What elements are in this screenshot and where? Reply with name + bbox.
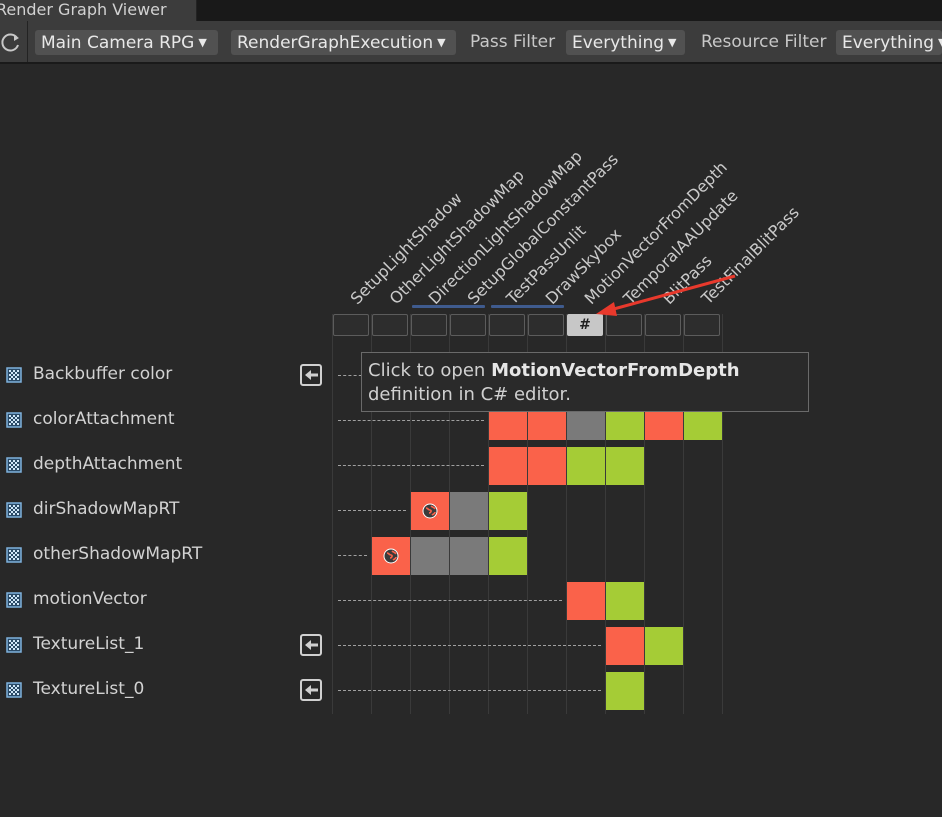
camera-dropdown-value: Main Camera RPG <box>41 33 195 53</box>
lifetime-dashline <box>338 420 484 421</box>
pass-tooltip: Click to open MotionVectorFromDepth defi… <box>361 352 809 412</box>
pass-group-bar <box>412 305 485 308</box>
texture-icon <box>6 547 22 563</box>
resource-label[interactable]: depthAttachment <box>33 454 183 474</box>
import-icon <box>300 679 322 701</box>
pass-box[interactable] <box>606 314 642 336</box>
toolbar: Main Camera RPG ▼ RenderGraphExecution ▼ P… <box>0 21 942 64</box>
pass-box[interactable] <box>333 314 369 336</box>
pass-group-bar <box>491 305 564 308</box>
usage-cell-read[interactable] <box>489 537 527 575</box>
usage-cell-read[interactable] <box>606 447 644 485</box>
resource-filter-dropdown[interactable]: Everything▼ <box>836 30 942 55</box>
import-icon <box>300 364 322 386</box>
usage-cell-write[interactable] <box>489 447 527 485</box>
lifetime-dashline <box>338 600 562 601</box>
pass-box[interactable] <box>645 314 681 336</box>
column-gridline <box>371 314 372 714</box>
window-tab[interactable]: Render Graph Viewer <box>0 0 197 21</box>
global-resource-icon <box>422 503 438 519</box>
resource-label[interactable]: TextureList_1 <box>33 634 145 654</box>
column-gridline <box>722 314 723 714</box>
usage-cell-unused[interactable] <box>411 537 449 575</box>
camera-dropdown[interactable]: Main Camera RPG ▼ <box>35 30 218 55</box>
lifetime-dashline <box>338 645 601 646</box>
usage-cell-write[interactable] <box>528 447 566 485</box>
texture-icon <box>6 367 22 383</box>
window-title: Render Graph Viewer <box>0 0 167 19</box>
resource-label[interactable]: colorAttachment <box>33 409 175 429</box>
usage-cell-unused[interactable] <box>450 492 488 530</box>
usage-cell-write[interactable] <box>372 537 410 575</box>
usage-cell-write[interactable] <box>606 627 644 665</box>
pass-box[interactable] <box>411 314 447 336</box>
chevron-down-icon: ▼ <box>198 36 207 49</box>
usage-cell-unused[interactable] <box>450 537 488 575</box>
usage-cell-write[interactable] <box>411 492 449 530</box>
pass-box[interactable] <box>489 314 525 336</box>
chevron-down-icon: ▼ <box>668 36 677 49</box>
execution-dropdown-value: RenderGraphExecution <box>237 33 434 53</box>
resource-label[interactable]: motionVector <box>33 589 147 609</box>
column-gridline <box>644 314 645 714</box>
resource-label[interactable]: TextureList_0 <box>33 679 145 699</box>
import-icon <box>300 634 322 656</box>
lifetime-dashline <box>338 555 367 556</box>
resource-filter-value: Everything <box>842 33 935 53</box>
usage-cell-read[interactable] <box>489 492 527 530</box>
tooltip-prefix: Click to open <box>368 360 486 381</box>
texture-icon <box>6 412 22 428</box>
pass-filter-dropdown[interactable]: Everything ▼ <box>566 30 685 55</box>
usage-cell-read[interactable] <box>606 582 644 620</box>
resource-filter-label: Resource Filter <box>701 32 827 52</box>
column-gridline <box>683 314 684 714</box>
toolbar-separator <box>27 21 28 62</box>
pass-box[interactable] <box>684 314 720 336</box>
texture-icon <box>6 637 22 653</box>
refresh-icon[interactable] <box>0 32 22 54</box>
pass-box[interactable] <box>528 314 564 336</box>
column-gridline <box>449 314 450 714</box>
resource-label[interactable]: otherShadowMapRT <box>33 544 203 564</box>
column-gridline <box>488 314 489 714</box>
usage-cell-read[interactable] <box>645 627 683 665</box>
chevron-down-icon: ▼ <box>437 36 446 49</box>
usage-cell-read[interactable] <box>606 672 644 710</box>
tooltip-pass-name: MotionVectorFromDepth <box>491 360 740 381</box>
window-tab-bar: Render Graph Viewer <box>0 0 942 21</box>
column-gridline <box>566 314 567 714</box>
lifetime-dashline <box>338 375 367 376</box>
usage-cell-read[interactable] <box>567 447 605 485</box>
lifetime-dashline <box>338 690 601 691</box>
chevron-down-icon: ▼ <box>938 36 942 49</box>
global-resource-icon <box>383 548 399 564</box>
column-gridline <box>605 314 606 714</box>
column-gridline <box>527 314 528 714</box>
column-gridline <box>332 314 333 714</box>
resource-label[interactable]: Backbuffer color <box>33 364 173 384</box>
pass-filter-label: Pass Filter <box>470 32 556 52</box>
pass-box[interactable] <box>450 314 486 336</box>
texture-icon <box>6 682 22 698</box>
lifetime-dashline <box>338 465 484 466</box>
usage-cell-write[interactable] <box>567 582 605 620</box>
texture-icon <box>6 457 22 473</box>
lifetime-dashline <box>338 510 406 511</box>
pass-box[interactable] <box>372 314 408 336</box>
column-gridline <box>410 314 411 714</box>
texture-icon <box>6 592 22 608</box>
texture-icon <box>6 502 22 518</box>
execution-dropdown[interactable]: RenderGraphExecution ▼ <box>231 30 456 55</box>
pass-filter-value: Everything <box>572 33 665 53</box>
tooltip-suffix: definition in C# editor. <box>368 384 571 405</box>
resource-label[interactable]: dirShadowMapRT <box>33 499 180 519</box>
pass-box-selected[interactable]: # <box>567 314 603 336</box>
